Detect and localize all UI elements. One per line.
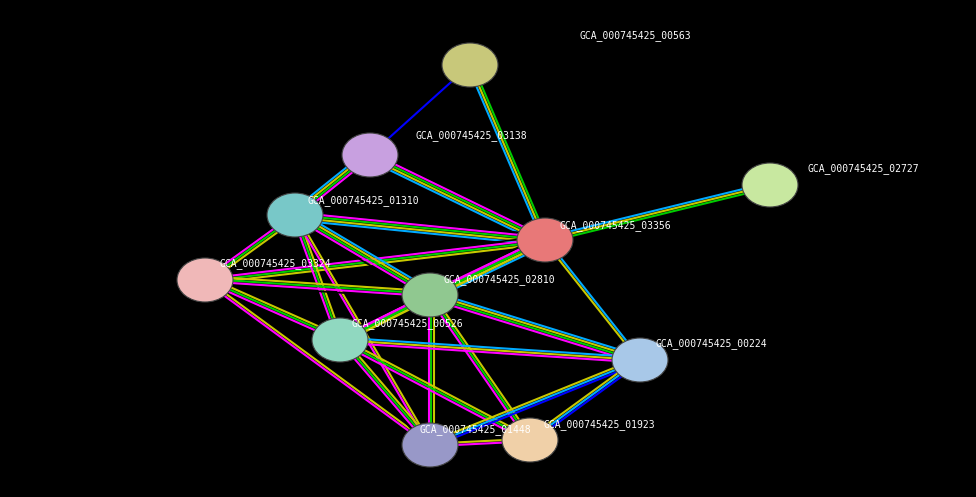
Text: GCA_000745425_03324: GCA_000745425_03324 bbox=[220, 258, 332, 269]
Text: GCA_000745425_01923: GCA_000745425_01923 bbox=[543, 419, 655, 430]
Ellipse shape bbox=[442, 43, 498, 87]
Text: GCA_000745425_00224: GCA_000745425_00224 bbox=[655, 338, 766, 349]
Ellipse shape bbox=[177, 258, 233, 302]
Ellipse shape bbox=[342, 133, 398, 177]
Ellipse shape bbox=[742, 163, 798, 207]
Ellipse shape bbox=[502, 418, 558, 462]
Text: GCA_000745425_01310: GCA_000745425_01310 bbox=[307, 195, 419, 206]
Text: GCA_000745425_02810: GCA_000745425_02810 bbox=[443, 274, 554, 285]
Text: GCA_000745425_02727: GCA_000745425_02727 bbox=[808, 163, 919, 174]
Ellipse shape bbox=[612, 338, 668, 382]
Text: GCA_000745425_00526: GCA_000745425_00526 bbox=[352, 318, 464, 329]
Ellipse shape bbox=[312, 318, 368, 362]
Text: GCA_000745425_03138: GCA_000745425_03138 bbox=[415, 130, 527, 141]
Text: GCA_000745425_01448: GCA_000745425_01448 bbox=[420, 424, 532, 435]
Text: GCA_000745425_00563: GCA_000745425_00563 bbox=[580, 30, 692, 41]
Ellipse shape bbox=[402, 423, 458, 467]
Ellipse shape bbox=[267, 193, 323, 237]
Ellipse shape bbox=[402, 273, 458, 317]
Text: GCA_000745425_03356: GCA_000745425_03356 bbox=[560, 220, 671, 231]
Ellipse shape bbox=[517, 218, 573, 262]
